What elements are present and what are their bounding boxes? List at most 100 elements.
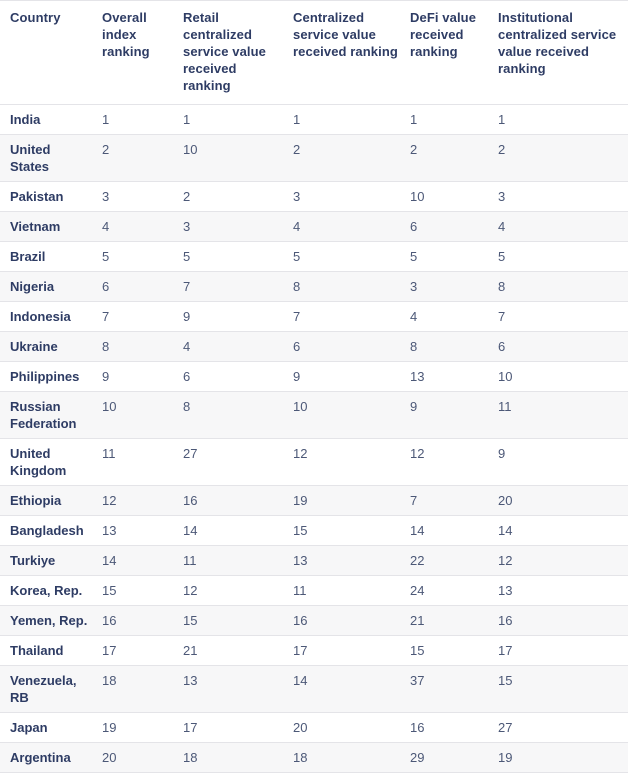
ranking-cell: 16 bbox=[102, 605, 183, 636]
table-row: Pakistan 3 2 3 10 3 bbox=[0, 181, 628, 212]
table-row: Venezuela, RB 18 13 14 37 15 bbox=[0, 665, 628, 713]
country-cell: Indonesia bbox=[0, 301, 102, 332]
ranking-cell: 9 bbox=[293, 361, 410, 392]
ranking-cell: 1 bbox=[102, 104, 183, 135]
ranking-cell: 27 bbox=[183, 438, 293, 486]
country-cell: Yemen, Rep. bbox=[0, 605, 102, 636]
ranking-cell: 14 bbox=[183, 515, 293, 546]
ranking-cell: 4 bbox=[293, 211, 410, 242]
header-row: Country Overall index ranking Retail cen… bbox=[0, 0, 628, 105]
ranking-cell: 1 bbox=[410, 104, 498, 135]
country-cell: Nigeria bbox=[0, 271, 102, 302]
ranking-cell: 24 bbox=[410, 575, 498, 606]
column-header-defi: DeFi value received ranking bbox=[410, 0, 498, 105]
country-cell: Korea, Rep. bbox=[0, 575, 102, 606]
ranking-cell: 21 bbox=[410, 605, 498, 636]
ranking-cell: 27 bbox=[498, 712, 628, 743]
ranking-cell: 6 bbox=[410, 211, 498, 242]
table-row: Korea, Rep. 15 12 11 24 13 bbox=[0, 575, 628, 606]
ranking-cell: 8 bbox=[183, 391, 293, 439]
ranking-cell: 19 bbox=[498, 742, 628, 773]
ranking-cell: 16 bbox=[410, 712, 498, 743]
table-row: Thailand 17 21 17 15 17 bbox=[0, 635, 628, 666]
ranking-cell: 3 bbox=[293, 181, 410, 212]
table-row: Ukraine 8 4 6 8 6 bbox=[0, 331, 628, 362]
ranking-cell: 13 bbox=[410, 361, 498, 392]
ranking-cell: 19 bbox=[293, 485, 410, 516]
ranking-cell: 3 bbox=[102, 181, 183, 212]
ranking-cell: 6 bbox=[498, 331, 628, 362]
ranking-cell: 5 bbox=[183, 241, 293, 272]
ranking-cell: 17 bbox=[183, 712, 293, 743]
country-cell: United Kingdom bbox=[0, 438, 102, 486]
ranking-cell: 11 bbox=[183, 545, 293, 576]
country-cell: Ukraine bbox=[0, 331, 102, 362]
ranking-cell: 15 bbox=[498, 665, 628, 713]
ranking-cell: 1 bbox=[293, 104, 410, 135]
country-cell: Vietnam bbox=[0, 211, 102, 242]
ranking-cell: 7 bbox=[183, 271, 293, 302]
ranking-cell: 16 bbox=[498, 605, 628, 636]
country-cell: Thailand bbox=[0, 635, 102, 666]
ranking-cell: 6 bbox=[293, 331, 410, 362]
ranking-cell: 16 bbox=[293, 605, 410, 636]
ranking-cell: 4 bbox=[183, 331, 293, 362]
ranking-cell: 8 bbox=[293, 271, 410, 302]
ranking-cell: 37 bbox=[410, 665, 498, 713]
ranking-cell: 15 bbox=[102, 575, 183, 606]
table-row: Bangladesh 13 14 15 14 14 bbox=[0, 515, 628, 546]
ranking-cell: 11 bbox=[293, 575, 410, 606]
ranking-cell: 1 bbox=[183, 104, 293, 135]
ranking-cell: 14 bbox=[293, 665, 410, 713]
ranking-cell: 12 bbox=[183, 575, 293, 606]
country-cell: Bangladesh bbox=[0, 515, 102, 546]
ranking-cell: 13 bbox=[183, 665, 293, 713]
ranking-cell: 14 bbox=[410, 515, 498, 546]
ranking-cell: 12 bbox=[498, 545, 628, 576]
ranking-cell: 15 bbox=[410, 635, 498, 666]
ranking-cell: 2 bbox=[183, 181, 293, 212]
table-row: Nigeria 6 7 8 3 8 bbox=[0, 271, 628, 302]
country-cell: Venezuela, RB bbox=[0, 665, 102, 713]
ranking-cell: 18 bbox=[102, 665, 183, 713]
ranking-cell: 4 bbox=[498, 211, 628, 242]
ranking-cell: 18 bbox=[183, 742, 293, 773]
ranking-cell: 20 bbox=[498, 485, 628, 516]
ranking-cell: 3 bbox=[410, 271, 498, 302]
ranking-cell: 10 bbox=[102, 391, 183, 439]
ranking-cell: 20 bbox=[293, 712, 410, 743]
ranking-cell: 13 bbox=[293, 545, 410, 576]
table-row: Turkiye 14 11 13 22 12 bbox=[0, 545, 628, 576]
ranking-cell: 16 bbox=[183, 485, 293, 516]
ranking-cell: 21 bbox=[183, 635, 293, 666]
ranking-cell: 14 bbox=[102, 545, 183, 576]
ranking-cell: 6 bbox=[183, 361, 293, 392]
ranking-cell: 10 bbox=[293, 391, 410, 439]
ranking-cell: 10 bbox=[498, 361, 628, 392]
ranking-cell: 7 bbox=[102, 301, 183, 332]
country-cell: Russian Federation bbox=[0, 391, 102, 439]
column-header-retail: Retail centralized service value receive… bbox=[183, 0, 293, 105]
ranking-cell: 3 bbox=[183, 211, 293, 242]
ranking-cell: 2 bbox=[293, 134, 410, 182]
ranking-cell: 11 bbox=[102, 438, 183, 486]
ranking-cell: 7 bbox=[498, 301, 628, 332]
table-row: Argentina 20 18 18 29 19 bbox=[0, 742, 628, 773]
country-cell: Argentina bbox=[0, 742, 102, 773]
country-cell: Japan bbox=[0, 712, 102, 743]
ranking-cell: 19 bbox=[102, 712, 183, 743]
ranking-cell: 12 bbox=[293, 438, 410, 486]
ranking-cell: 2 bbox=[102, 134, 183, 182]
table-body: India 1 1 1 1 1 United States 2 10 2 2 2 Pakistan 3 2 3… bbox=[0, 104, 628, 773]
ranking-cell: 7 bbox=[410, 485, 498, 516]
column-header-overall: Overall index ranking bbox=[102, 0, 183, 105]
ranking-cell: 1 bbox=[498, 104, 628, 135]
table-row: United Kingdom 11 27 12 12 9 bbox=[0, 438, 628, 486]
ranking-cell: 4 bbox=[102, 211, 183, 242]
ranking-cell: 13 bbox=[102, 515, 183, 546]
ranking-cell: 9 bbox=[410, 391, 498, 439]
ranking-cell: 5 bbox=[498, 241, 628, 272]
table-row: Ethiopia 12 16 19 7 20 bbox=[0, 485, 628, 516]
